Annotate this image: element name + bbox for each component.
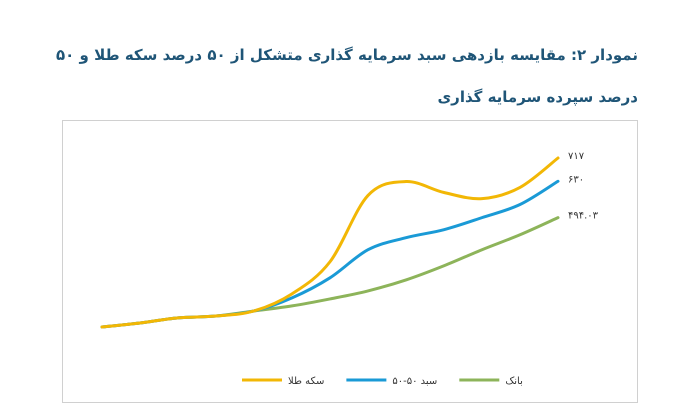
chart-title: نمودار ۲: مقایسه بازدهی سبد سرمایه گذاری… [56,46,638,106]
series-line [100,179,560,329]
legend-label: سکه طلا [288,376,324,387]
series-line [100,156,560,329]
data-label: ۷۱۷ [568,151,585,162]
plot-frame [62,120,638,403]
data-label: ۴۹۴.۰۳ [568,211,599,222]
legend-label: سبد ۵۰-۵۰ [392,376,437,387]
series-line [100,216,560,329]
legend-label: بانک [505,376,523,387]
data-label: ۶۳۰ [568,174,584,185]
